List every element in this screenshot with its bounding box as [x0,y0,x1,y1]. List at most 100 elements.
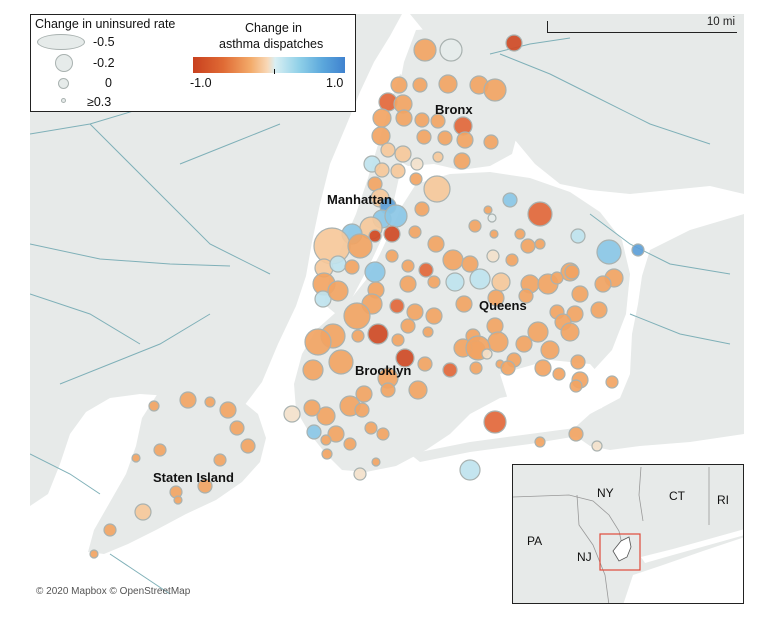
zip-circle-marker [229,420,245,436]
zip-circle-marker [486,249,500,263]
zip-circle-marker [571,285,589,303]
zip-circle-marker [439,38,463,62]
zip-circle-marker [219,401,237,419]
zip-circle-marker [327,425,345,443]
scale-bar-label: 10 mi [706,16,735,28]
zip-circle-marker [455,295,473,313]
zip-circle-marker [354,402,370,418]
color-legend-max: 1.0 [326,76,344,90]
zip-circle-marker [427,275,441,289]
zip-circle-marker [487,331,509,353]
zip-circle-marker [364,261,386,283]
zip-circle-marker [353,467,367,481]
zip-circle-marker [534,436,546,448]
zip-circle-marker [134,503,152,521]
zip-circle-marker [515,335,533,353]
zip-circle-marker [197,478,213,494]
zip-circle-marker [461,255,479,273]
zip-circle-marker [316,406,336,426]
zip-circle-marker [459,459,481,481]
zip-circle-marker [412,77,428,93]
zip-circle-marker [304,328,332,356]
zip-circle-marker [364,421,378,435]
zip-circle-marker [483,134,499,150]
zip-circle-marker [442,249,464,271]
zip-circle-marker [329,255,347,273]
zip-circle-marker [564,264,580,280]
color-legend-title-line1: Change in [245,21,302,35]
zip-circle-marker [416,129,432,145]
zip-circle-marker [399,275,417,293]
zip-circle-marker [568,426,584,442]
zip-circle-marker [527,201,553,227]
zip-circle-marker [355,385,373,403]
zip-circle-marker [302,359,324,381]
zip-circle-marker [591,440,603,452]
zip-circle-marker [422,326,434,338]
inset-nyc-highlight [599,533,641,571]
color-gradient-midpoint [274,69,275,74]
zip-circle-marker [414,112,430,128]
zip-circle-marker [409,172,423,186]
zip-circle-marker [173,495,183,505]
zip-circle-marker [371,126,391,146]
scale-bar: 10 mi [547,16,737,34]
zip-circle-marker [408,225,422,239]
map[interactable]: Bronx Manhattan Queens Brooklyn Staten I… [30,14,744,600]
zip-circle-marker [453,152,471,170]
zip-circle-marker [438,74,458,94]
zip-circle-marker [540,340,560,360]
inset-label-ny: NY [597,486,614,500]
inset-long-island-sound [641,529,743,563]
zip-circle-marker [371,457,381,467]
size-legend-label-3: 0 [105,76,112,90]
zip-circle-marker [417,356,433,372]
westchester-landmass [410,14,744,194]
zip-circle-marker [213,453,227,467]
size-legend-label-4: ≥0.3 [87,95,112,109]
zip-circle-marker [469,361,483,375]
zip-circle-marker [153,443,167,457]
zip-circle-marker [410,157,424,171]
inset-label-pa: PA [527,534,542,548]
zip-circle-marker [395,348,415,368]
zip-circle-marker [303,399,321,417]
borough-label-staten-island: Staten Island [153,470,234,485]
zip-circle-marker [527,321,549,343]
zip-circle-marker [487,213,497,223]
zip-circle-marker [594,275,612,293]
zip-circle-marker [534,359,552,377]
zip-circle-marker [368,229,382,243]
size-legend-label-2: -0.2 [93,56,115,70]
zip-circle-marker [437,130,453,146]
zip-circle-marker [430,113,446,129]
zip-circle-marker [518,288,534,304]
zip-circle-marker [483,410,507,434]
size-legend-circle-tiny [61,98,66,103]
scale-bar-line [547,32,737,33]
zip-circle-marker [390,163,406,179]
queens-brooklyn-landmass [294,172,630,472]
zip-circle-marker [432,151,444,163]
zip-circle-marker [351,329,365,343]
zip-circle-marker [552,367,566,381]
zip-circle-marker [534,238,546,250]
borough-label-brooklyn: Brooklyn [355,363,411,378]
zip-circle-marker [385,249,399,263]
zip-circle-marker [489,229,499,239]
borough-label-manhattan: Manhattan [327,192,392,207]
zip-circle-marker [596,239,622,265]
zip-circle-marker [306,424,322,440]
zip-circle-marker [500,360,516,376]
zip-circle-marker [408,380,428,400]
map-attribution[interactable]: © 2020 Mapbox © OpenStreetMap [36,586,191,597]
zip-circle-marker [347,233,373,259]
zip-circle-marker [505,253,519,267]
zip-circle-marker [314,290,332,308]
zip-circle-marker [406,303,424,321]
zip-circle-marker [560,322,580,342]
zip-circle-marker [570,228,586,244]
legend: Change in uninsured rate -0.5 -0.2 0 ≥0.… [30,14,356,112]
zip-circle-marker [590,301,608,319]
zip-circle-marker [468,219,482,233]
